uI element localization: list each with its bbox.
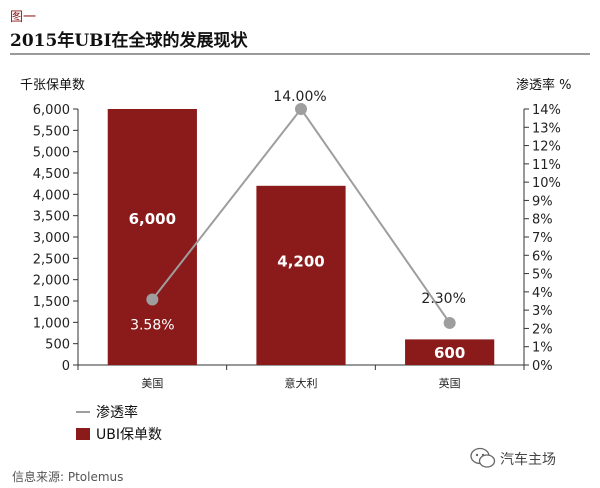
y2-tick-label: 14% [532, 103, 561, 118]
line-point [146, 293, 159, 306]
y2-tick-label: 1% [532, 341, 553, 356]
y-tick-label: 1,500 [33, 295, 70, 310]
y2-tick-label: 8% [532, 213, 553, 228]
legend-bar-label: UBI保单数 [96, 427, 162, 443]
line-value-label: 3.58% [130, 318, 174, 334]
y-tick-label: 3,000 [33, 231, 70, 246]
y-tick-label: 2,500 [33, 252, 70, 267]
bar-value-label: 6,000 [129, 210, 176, 228]
x-tick-label: 意大利 [285, 376, 318, 390]
y2-tick-label: 10% [532, 176, 561, 191]
line-value-label: 14.00% [273, 89, 326, 105]
x-tick-label: 英国 [439, 376, 461, 390]
wechat-icon [470, 447, 496, 468]
source-credit: 信息来源: Ptolemus [12, 470, 124, 484]
y2-tick-label: 12% [532, 140, 561, 155]
x-tick-label: 美国 [141, 377, 163, 390]
y2-axis-title: 渗透率 % [516, 77, 572, 93]
bar-value-label: 4,200 [277, 252, 324, 270]
line-point [295, 103, 307, 115]
y-tick-label: 500 [45, 338, 70, 353]
y-axis-title: 千张保单数 [20, 78, 85, 93]
y2-tick-label: 5% [532, 268, 553, 283]
title-divider [10, 53, 590, 55]
bar [405, 339, 495, 365]
y2-tick-label: 0% [532, 359, 553, 374]
bar-value-label: 600 [434, 344, 465, 362]
y2-tick-label: 2% [532, 322, 553, 337]
y2-tick-label: 6% [532, 249, 553, 264]
y2-tick-label: 3% [532, 304, 553, 319]
legend-line-label: 渗透率 [96, 404, 138, 421]
legend-bar-swatch [76, 428, 90, 440]
y-tick-label: 4,000 [33, 188, 70, 203]
watermark: 汽车主场 [470, 446, 590, 470]
y2-tick-label: 11% [532, 158, 561, 173]
y-tick-label: 2,000 [33, 274, 70, 289]
bar [256, 185, 346, 365]
y-tick-label: 5,500 [33, 124, 70, 139]
y2-tick-label: 4% [532, 286, 553, 301]
y-tick-label: 6,000 [33, 103, 70, 118]
bar [107, 109, 197, 365]
y-tick-label: 0 [62, 359, 70, 374]
y-tick-label: 4,500 [33, 167, 70, 182]
y-tick-label: 5,000 [33, 146, 70, 161]
chart-title: 2015年UBI在全球的发展现状 [10, 31, 248, 51]
y2-tick-label: 9% [532, 194, 553, 209]
y-tick-label: 3,500 [33, 210, 70, 225]
line-value-label: 2.30% [421, 291, 465, 307]
y-tick-label: 1,000 [33, 316, 70, 331]
line-point [443, 316, 456, 329]
y2-tick-label: 13% [532, 121, 561, 136]
watermark-text: 汽车主场 [500, 452, 556, 468]
figure-label: 图一 [10, 10, 37, 25]
y2-tick-label: 7% [532, 231, 553, 246]
